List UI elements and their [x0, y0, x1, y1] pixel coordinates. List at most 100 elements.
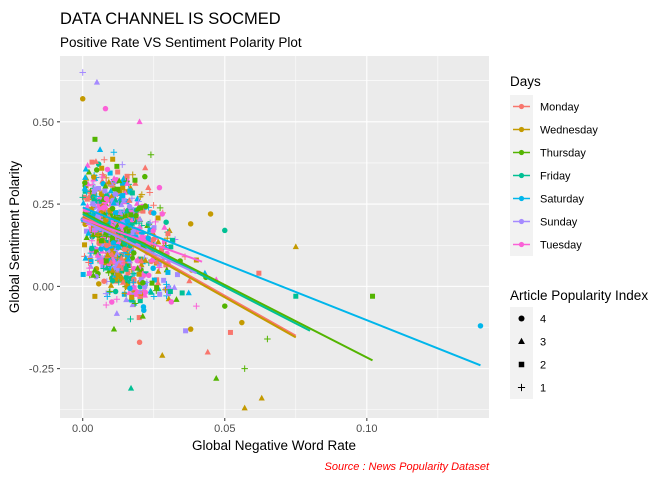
data-point: [93, 193, 100, 200]
data-point: [120, 185, 126, 191]
data-point: [142, 173, 148, 180]
data-point: [109, 205, 116, 212]
data-point: [93, 167, 100, 173]
data-point: [124, 180, 131, 186]
data-point: [136, 223, 143, 230]
data-point: [137, 293, 143, 299]
data-point: [154, 279, 162, 286]
legend-key-point: [518, 218, 525, 225]
data-point: [96, 195, 103, 201]
data-point-outlier: [292, 243, 299, 250]
legend-days: Monday Wednesday Thursday Friday Saturday Sun…: [510, 95, 598, 256]
data-point: [113, 296, 121, 303]
data-point: [129, 270, 137, 277]
data-point: [87, 194, 93, 200]
data-point: [113, 210, 119, 216]
data-point: [131, 276, 137, 283]
data-point: [109, 232, 116, 239]
data-point: [107, 187, 114, 194]
data-point: [92, 136, 98, 142]
data-point: [174, 272, 180, 278]
data-point: [111, 175, 118, 182]
data-point: [98, 246, 104, 252]
data-point: [150, 265, 156, 271]
data-point: [98, 238, 104, 244]
data-point: [114, 250, 121, 256]
data-point: [102, 182, 109, 189]
data-point: [128, 212, 134, 218]
data-point: [100, 264, 106, 270]
data-point: [90, 201, 96, 207]
data-point-outlier: [187, 221, 194, 227]
data-point: [116, 275, 124, 282]
data-point-outlier: [147, 151, 155, 158]
data-point-outlier: [179, 290, 185, 296]
fit-line-sunday: [82, 219, 197, 275]
caption: Source : News Popularity Dataset: [325, 461, 490, 473]
data-point: [129, 190, 135, 196]
y-axis-label: Global Sentiment Polarity: [7, 161, 22, 314]
data-point: [125, 252, 131, 258]
data-point: [91, 266, 98, 273]
data-point: [123, 266, 129, 272]
data-point-outlier: [102, 105, 109, 112]
data-point: [113, 216, 119, 222]
legend-label-saturday: Saturday: [540, 194, 585, 206]
data-point: [150, 293, 158, 300]
data-point: [165, 283, 173, 290]
data-point: [157, 291, 163, 297]
data-point: [105, 247, 112, 253]
data-point: [110, 156, 116, 162]
data-point: [104, 166, 111, 173]
data-point: [109, 266, 116, 273]
data-point: [129, 301, 136, 308]
data-point: [163, 219, 169, 225]
data-point: [107, 170, 113, 176]
data-point: [155, 238, 162, 245]
legend-key-shape: [518, 315, 525, 322]
data-point: [88, 259, 94, 265]
data-point: [131, 250, 137, 256]
data-point: [112, 191, 119, 197]
data-point-outlier: [293, 293, 299, 299]
y-axis-ticks: -0.25 0.00 0.25 0.50: [29, 117, 60, 376]
data-point: [101, 278, 107, 284]
data-point: [95, 213, 101, 220]
data-point: [185, 289, 192, 296]
data-point: [150, 236, 157, 243]
data-point: [135, 216, 141, 222]
data-point: [122, 213, 128, 219]
regression-lines: [82, 206, 481, 367]
data-point-outlier: [222, 303, 228, 309]
data-point: [146, 272, 152, 279]
legend-key-point: [518, 126, 525, 133]
data-point: [140, 272, 147, 279]
data-point: [113, 277, 119, 283]
data-point: [130, 279, 137, 286]
data-point: [151, 277, 157, 283]
data-point: [124, 284, 130, 290]
x-axis-label: Global Negative Word Rate: [192, 438, 356, 453]
data-point: [132, 177, 138, 183]
data-point: [99, 259, 105, 265]
data-point: [148, 237, 154, 243]
data-point: [146, 189, 154, 196]
data-point: [94, 252, 101, 258]
data-point: [116, 177, 123, 184]
data-point: [109, 278, 116, 284]
legend-label-tuesday: Tuesday: [540, 240, 582, 252]
data-point: [150, 201, 157, 209]
data-point: [132, 179, 139, 186]
legend-label-monday: Monday: [540, 102, 580, 114]
data-point: [96, 146, 104, 152]
data-point: [116, 262, 123, 269]
data-point: [119, 161, 126, 168]
data-point: [152, 218, 159, 226]
data-point: [124, 218, 130, 224]
data-point: [91, 183, 99, 191]
data-point: [145, 184, 152, 190]
data-point: [127, 285, 133, 292]
data-point: [138, 205, 144, 211]
data-point: [151, 225, 157, 231]
data-point: [107, 282, 115, 288]
